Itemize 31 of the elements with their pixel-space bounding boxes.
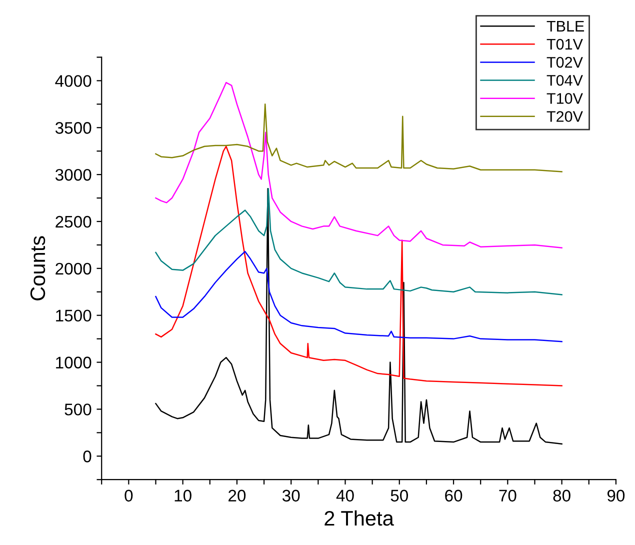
legend-label: T01V: [546, 38, 583, 50]
legend-label: T02V: [546, 56, 583, 68]
x-tick-label: 40: [336, 490, 354, 502]
legend-label: T04V: [546, 74, 583, 86]
x-tick-label: 0: [124, 490, 133, 502]
y-tick-label: 2000: [56, 262, 92, 275]
y-tick-label: 2500: [56, 216, 92, 228]
legend-label: TBLE: [546, 20, 584, 32]
x-tick-label: 10: [174, 490, 192, 502]
legend-label: T10V: [546, 93, 583, 104]
y-tick-label: 0: [83, 450, 92, 462]
legend-label: T20V: [546, 111, 583, 122]
x-tick-label: 30: [282, 490, 300, 502]
y-tick-label: 3000: [55, 168, 92, 181]
x-tick-label: 90: [607, 490, 625, 502]
x-tick-label: 50: [390, 490, 408, 502]
line-series: [155, 250, 562, 342]
x-tick-label: 80: [553, 490, 570, 502]
line-series: [155, 188, 562, 296]
line-series: [155, 146, 562, 386]
y-tick-label: 3500: [55, 122, 92, 134]
y-tick-label: 1000: [56, 356, 92, 368]
x-tick-label: 60: [445, 490, 462, 502]
y-tick-label: 4000: [55, 75, 92, 87]
x-axis-title: 2 Theta: [324, 510, 394, 526]
y-tick-label: 1500: [56, 310, 92, 322]
y-axis-title: Counts: [30, 236, 46, 300]
line-series: [155, 188, 562, 445]
x-tick-label: 70: [499, 490, 516, 502]
y-tick-label: 500: [64, 404, 92, 416]
x-tick-label: 20: [228, 490, 246, 502]
